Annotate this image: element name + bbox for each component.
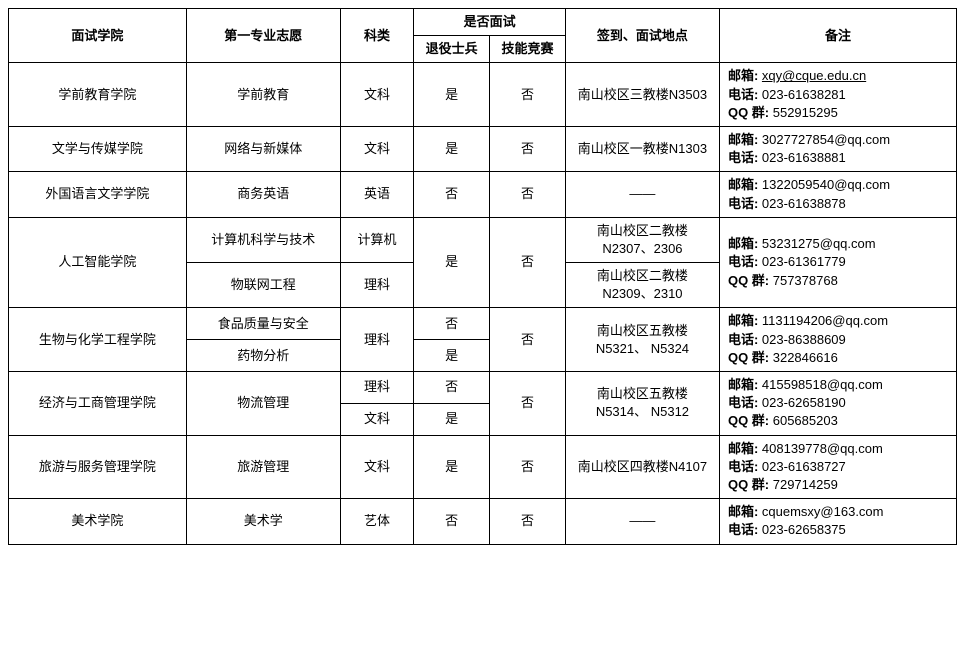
skill-cell: 否 — [490, 308, 566, 372]
retired-cell: 是 — [414, 217, 490, 308]
skill-cell: 否 — [490, 499, 566, 544]
location-cell: —— — [565, 499, 719, 544]
remark-cell: 邮箱: 1322059540@qq.com电话: 023-61638878 — [719, 172, 956, 217]
retired-cell: 是 — [414, 126, 490, 171]
remark-cell: 邮箱: 53231275@qq.com电话: 023-61361779QQ 群:… — [719, 217, 956, 308]
subject-cell: 文科 — [340, 435, 413, 499]
location-cell: 南山校区三教楼N3503 — [565, 63, 719, 127]
th-skill: 技能竞赛 — [490, 36, 566, 63]
retired-cell: 是 — [414, 340, 490, 372]
major-cell: 旅游管理 — [186, 435, 340, 499]
email-link[interactable]: xqy@cque.edu.cn — [762, 68, 866, 83]
table-row: 旅游与服务管理学院旅游管理文科是否南山校区四教楼N4107邮箱: 4081397… — [9, 435, 957, 499]
subject-cell: 理科 — [340, 308, 413, 372]
remark-cell: 邮箱: 415598518@qq.com电话: 023-62658190QQ 群… — [719, 372, 956, 436]
retired-cell: 否 — [414, 308, 490, 340]
th-remark: 备注 — [719, 9, 956, 63]
major-cell: 计算机科学与技术 — [186, 217, 340, 262]
th-interview-group: 是否面试 — [414, 9, 566, 36]
subject-cell: 理科 — [340, 372, 413, 404]
remark-cell: 邮箱: 1131194206@qq.com电话: 023-86388609QQ … — [719, 308, 956, 372]
table-row: 人工智能学院计算机科学与技术计算机是否南山校区二教楼N2307、2306邮箱: … — [9, 217, 957, 262]
table-row: 文学与传媒学院网络与新媒体文科是否南山校区一教楼N1303邮箱: 3027727… — [9, 126, 957, 171]
major-cell: 食品质量与安全 — [186, 308, 340, 340]
table-row: 学前教育学院学前教育文科是否南山校区三教楼N3503邮箱: xqy@cque.e… — [9, 63, 957, 127]
skill-cell: 否 — [490, 126, 566, 171]
subject-cell: 理科 — [340, 263, 413, 308]
college-cell: 旅游与服务管理学院 — [9, 435, 187, 499]
major-cell: 商务英语 — [186, 172, 340, 217]
th-major: 第一专业志愿 — [186, 9, 340, 63]
skill-cell: 否 — [490, 172, 566, 217]
table-row: 外国语言文学学院商务英语英语否否——邮箱: 1322059540@qq.com电… — [9, 172, 957, 217]
remark-cell: 邮箱: 3027727854@qq.com电话: 023-61638881 — [719, 126, 956, 171]
retired-cell: 是 — [414, 435, 490, 499]
location-cell: —— — [565, 172, 719, 217]
subject-cell: 艺体 — [340, 499, 413, 544]
major-cell: 物流管理 — [186, 372, 340, 436]
skill-cell: 否 — [490, 435, 566, 499]
table-header-row-1: 面试学院 第一专业志愿 科类 是否面试 签到、面试地点 备注 — [9, 9, 957, 36]
table-body: 学前教育学院学前教育文科是否南山校区三教楼N3503邮箱: xqy@cque.e… — [9, 63, 957, 544]
subject-cell: 英语 — [340, 172, 413, 217]
remark-cell: 邮箱: 408139778@qq.com电话: 023-61638727QQ 群… — [719, 435, 956, 499]
location-cell: 南山校区五教楼N5314、 N5312 — [565, 372, 719, 436]
subject-cell: 文科 — [340, 126, 413, 171]
location-cell: 南山校区一教楼N1303 — [565, 126, 719, 171]
th-subject: 科类 — [340, 9, 413, 63]
retired-cell: 否 — [414, 172, 490, 217]
college-cell: 学前教育学院 — [9, 63, 187, 127]
subject-cell: 计算机 — [340, 217, 413, 262]
interview-schedule-table: 面试学院 第一专业志愿 科类 是否面试 签到、面试地点 备注 退役士兵 技能竞赛… — [8, 8, 957, 545]
location-cell: 南山校区二教楼N2307、2306 — [565, 217, 719, 262]
major-cell: 学前教育 — [186, 63, 340, 127]
th-college: 面试学院 — [9, 9, 187, 63]
location-cell: 南山校区四教楼N4107 — [565, 435, 719, 499]
skill-cell: 否 — [490, 217, 566, 308]
table-row: 美术学院美术学艺体否否——邮箱: cquemsxy@163.com电话: 023… — [9, 499, 957, 544]
location-cell: 南山校区五教楼N5321、 N5324 — [565, 308, 719, 372]
major-cell: 美术学 — [186, 499, 340, 544]
college-cell: 经济与工商管理学院 — [9, 372, 187, 436]
retired-cell: 是 — [414, 403, 490, 435]
college-cell: 生物与化学工程学院 — [9, 308, 187, 372]
retired-cell: 否 — [414, 499, 490, 544]
college-cell: 人工智能学院 — [9, 217, 187, 308]
retired-cell: 否 — [414, 372, 490, 404]
college-cell: 美术学院 — [9, 499, 187, 544]
subject-cell: 文科 — [340, 63, 413, 127]
major-cell: 药物分析 — [186, 340, 340, 372]
location-cell: 南山校区二教楼N2309、2310 — [565, 263, 719, 308]
college-cell: 文学与传媒学院 — [9, 126, 187, 171]
remark-cell: 邮箱: xqy@cque.edu.cn电话: 023-61638281QQ 群:… — [719, 63, 956, 127]
subject-cell: 文科 — [340, 403, 413, 435]
th-retired: 退役士兵 — [414, 36, 490, 63]
major-cell: 网络与新媒体 — [186, 126, 340, 171]
retired-cell: 是 — [414, 63, 490, 127]
table-row: 生物与化学工程学院食品质量与安全理科否否南山校区五教楼N5321、 N5324邮… — [9, 308, 957, 340]
table-row: 经济与工商管理学院物流管理理科否否南山校区五教楼N5314、 N5312邮箱: … — [9, 372, 957, 404]
college-cell: 外国语言文学学院 — [9, 172, 187, 217]
remark-cell: 邮箱: cquemsxy@163.com电话: 023-62658375 — [719, 499, 956, 544]
skill-cell: 否 — [490, 372, 566, 436]
major-cell: 物联网工程 — [186, 263, 340, 308]
skill-cell: 否 — [490, 63, 566, 127]
th-location: 签到、面试地点 — [565, 9, 719, 63]
